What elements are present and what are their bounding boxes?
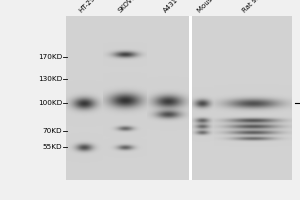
- Text: 55KD: 55KD: [42, 144, 62, 150]
- Text: A431: A431: [162, 0, 179, 14]
- Text: 100KD: 100KD: [38, 100, 62, 106]
- Text: Mouse brain: Mouse brain: [197, 0, 231, 14]
- Text: Rat skeletal muscle: Rat skeletal muscle: [242, 0, 294, 14]
- Text: 70KD: 70KD: [42, 128, 62, 134]
- Text: 130KD: 130KD: [38, 76, 62, 82]
- Text: 170KD: 170KD: [38, 54, 62, 60]
- Text: HT-29: HT-29: [78, 0, 97, 14]
- Text: SKOV3: SKOV3: [117, 0, 138, 14]
